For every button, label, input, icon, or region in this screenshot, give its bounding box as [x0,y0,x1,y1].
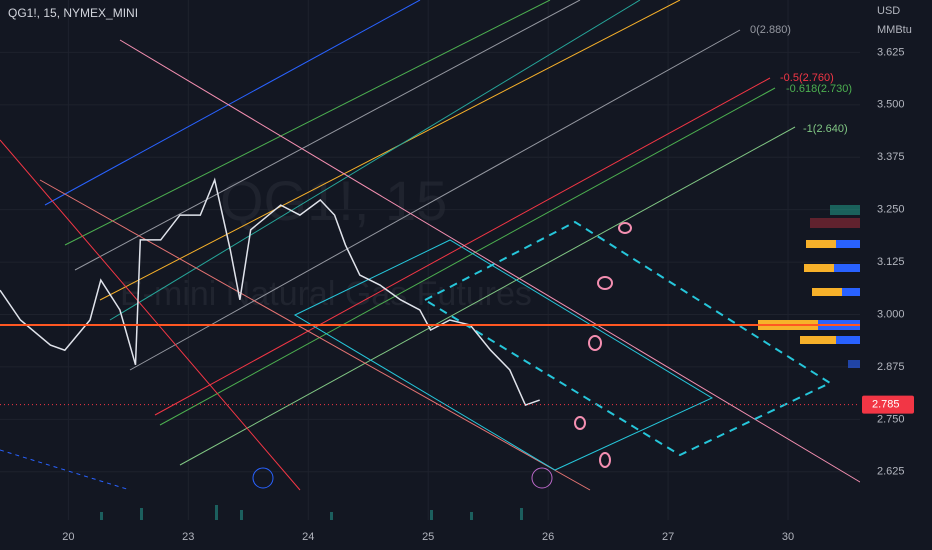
trend-line [119,39,866,486]
x-tick-label: 30 [782,531,794,543]
fib-label: -0.618(2.730) [786,83,852,95]
volume [100,505,523,520]
x-tick-label: 20 [62,531,74,543]
trend-line [39,179,591,491]
price-axis [860,0,932,550]
trend-line [0,449,131,491]
y-tick-label: 2.750 [877,413,905,425]
y-tick-label: 3.250 [877,204,905,216]
symbol-title: QG1!, 15, NYMEX_MINI [8,6,138,20]
unit: MMBtu [877,24,912,36]
y-tick-label: 2.875 [877,361,905,373]
y-tick-label: 3.625 [877,46,905,58]
trend-line [99,0,681,301]
grid [0,0,860,520]
channel [293,239,714,471]
fib-label: -1(2.640) [803,123,848,135]
trend-line [44,0,421,206]
event-icon [252,467,274,489]
last-price-tag [862,395,914,414]
trend-line [0,139,301,491]
event-icon [531,467,553,489]
last-price-label: 2.785 [872,399,900,411]
fib-line [159,87,776,426]
y-tick-label: 2.625 [877,466,905,478]
trend-line [64,0,551,246]
fib-line [154,77,771,416]
x-tick-label: 24 [302,531,314,543]
trend-line [109,0,641,321]
fib-label: -0.5(2.760) [780,72,834,84]
time-axis [0,522,860,550]
watermark-subtitle: E-mini Natural Gas Futures [120,275,532,313]
x-tick-label: 27 [662,531,674,543]
watermark: QG1!, 15 [220,169,447,232]
y-tick-label: 3.375 [877,151,905,163]
currency: USD [877,5,900,17]
x-tick-label: 26 [542,531,554,543]
handwriting [574,222,632,468]
plot [0,177,860,407]
axes: 2.625 2.750 2.875 3.000 3.125 3.250 3.375 3.500… [62,46,914,543]
drawings [0,0,866,491]
x-tick-label: 23 [182,531,194,543]
y-tick-label: 3.125 [877,256,905,268]
fib-line [179,126,796,466]
price-line [0,177,540,407]
y-tick-label: 3.000 [877,308,905,320]
fib-line [129,29,741,371]
x-tick-label: 25 [422,531,434,543]
channel [422,220,833,457]
trend-line [74,0,581,271]
fib-label: 0(2.880) [750,24,791,36]
y-tick-label: 3.500 [877,99,905,111]
